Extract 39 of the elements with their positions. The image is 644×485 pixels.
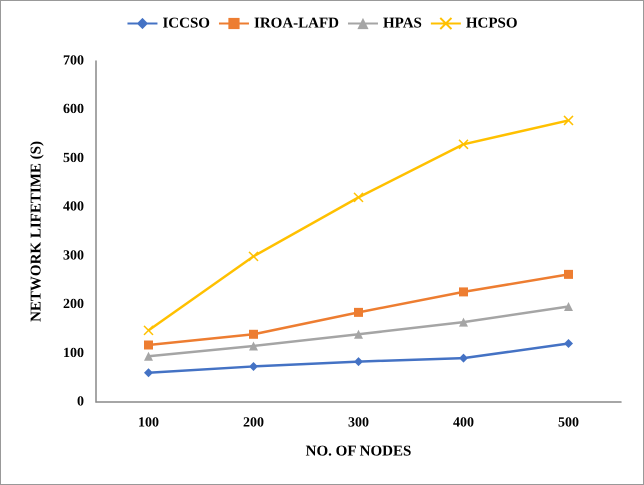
x-tick-label: 200: [243, 416, 264, 430]
legend-label: HPAS: [382, 16, 422, 32]
point: [248, 251, 259, 262]
y-tick-label: 300: [63, 248, 84, 264]
y-tick-label: 600: [63, 102, 84, 118]
legend-label: ICCSO: [162, 16, 210, 32]
point: [249, 362, 258, 371]
point: [249, 330, 258, 339]
point: [143, 325, 154, 336]
legend-label: IROA-LAFD: [254, 16, 340, 32]
y-tick-label: 100: [63, 346, 84, 361]
point: [249, 341, 258, 350]
legend-label: HCPSO: [466, 16, 518, 32]
point: [353, 192, 364, 203]
x-axis-title: NO. OF NODES: [306, 444, 412, 460]
point: [564, 339, 573, 348]
y-tick-label: 200: [63, 297, 84, 312]
x-tick-label: 300: [348, 416, 369, 430]
y-tick-label: 700: [63, 54, 84, 68]
y-tick-label: 500: [63, 150, 84, 166]
point: [564, 270, 573, 279]
point: [144, 352, 153, 361]
point: [459, 354, 468, 363]
point: [354, 308, 363, 317]
y-tick-label: 400: [63, 200, 84, 215]
point: [564, 302, 573, 312]
y-tick-label: 0: [77, 394, 84, 410]
x-tick-label: 100: [138, 416, 159, 430]
point: [459, 287, 468, 296]
point: [354, 330, 363, 339]
point: [144, 340, 153, 350]
point: [144, 368, 153, 378]
point: [354, 357, 363, 366]
point: [458, 139, 469, 150]
x-tick-label: 500: [558, 416, 579, 430]
point: [563, 115, 574, 126]
y-axis-title: NETWORK LIFETIME (S): [28, 141, 44, 322]
point: [459, 318, 468, 327]
x-tick-label: 400: [453, 416, 474, 430]
